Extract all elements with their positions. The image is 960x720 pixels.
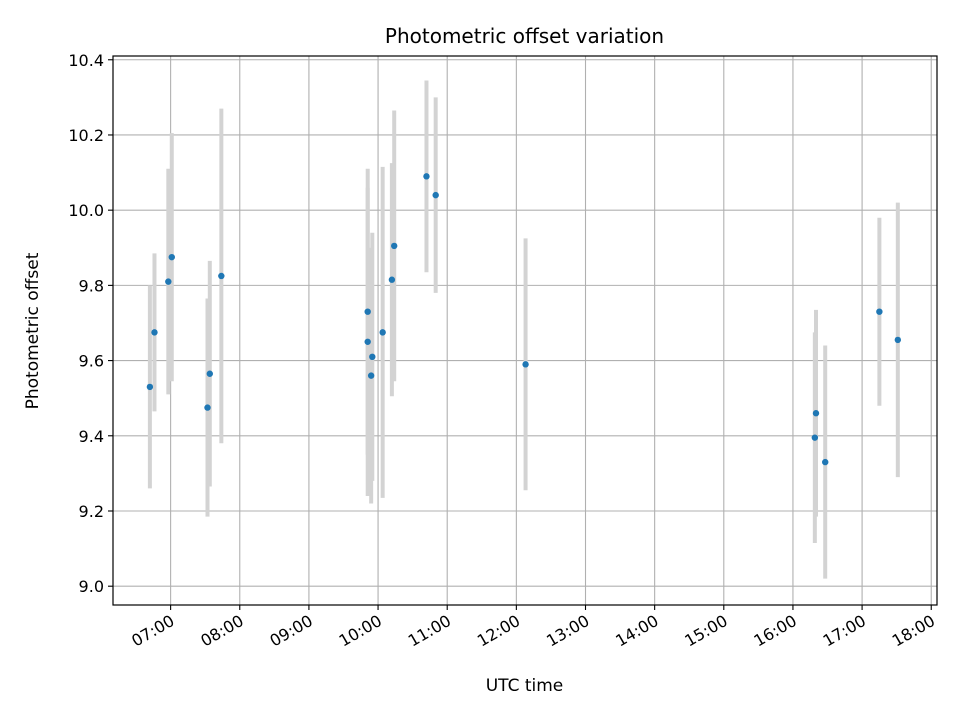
data-point: [522, 361, 529, 368]
data-points: [146, 173, 902, 466]
data-point: [364, 308, 371, 315]
data-point: [432, 191, 439, 199]
data-point: [204, 404, 211, 411]
data-point: [822, 458, 829, 466]
y-axis-label: Photometric offset: [23, 252, 43, 409]
x-axis-label: UTC time: [486, 676, 564, 696]
y-axis-ticks: 9.0 9.2 9.4 9.6 9.8 10.0 10.2 10.4: [68, 51, 113, 596]
data-point: [146, 383, 154, 391]
y-tick-label: 10.4: [68, 51, 104, 70]
y-tick-label: 9.2: [79, 502, 104, 521]
data-point: [423, 173, 430, 180]
y-tick-label: 9.8: [79, 276, 104, 295]
data-point: [206, 370, 214, 377]
data-point: [218, 272, 225, 280]
y-tick-label: 10.2: [68, 126, 104, 145]
y-tick-label: 10.0: [68, 201, 104, 220]
data-point: [364, 338, 371, 345]
data-point: [390, 242, 398, 250]
y-tick-label: 9.6: [79, 352, 104, 371]
data-point: [168, 253, 175, 261]
data-point: [369, 353, 376, 361]
data-point: [811, 434, 819, 441]
data-point: [379, 329, 386, 336]
y-tick-label: 9.4: [79, 427, 104, 446]
data-point: [894, 336, 902, 344]
chart-title: Photometric offset variation: [385, 24, 664, 48]
data-point: [367, 372, 375, 379]
data-point: [812, 410, 820, 417]
data-point: [876, 308, 883, 315]
data-point: [151, 329, 158, 336]
plot-frame: [112, 55, 938, 606]
data-point: [165, 278, 172, 285]
data-point: [388, 276, 396, 283]
y-tick-label: 9.0: [79, 577, 104, 596]
